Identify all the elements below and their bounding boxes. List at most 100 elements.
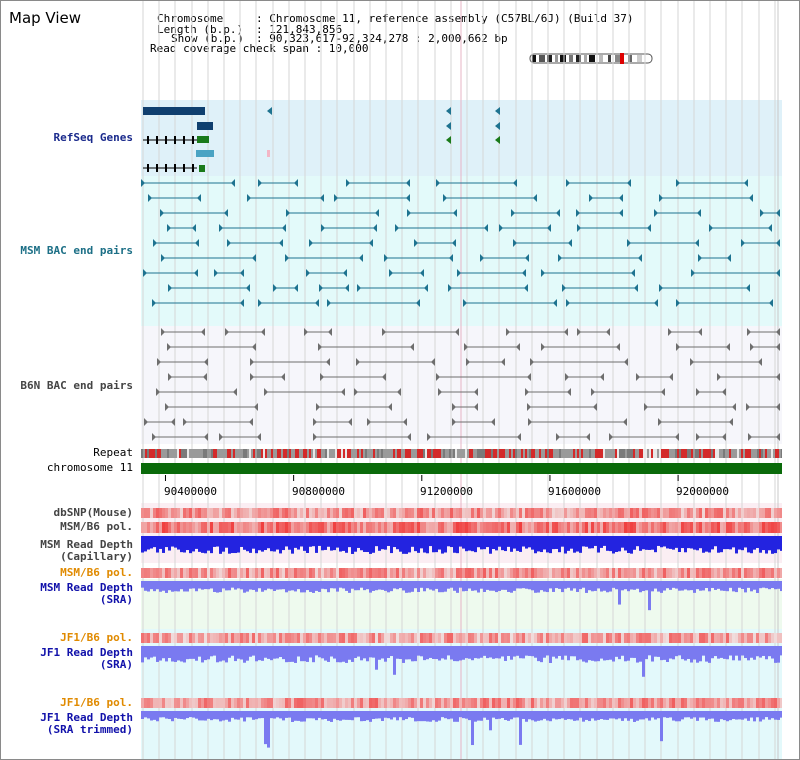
msm-depth-capillary-bar: [492, 536, 495, 549]
msm-b6-pol-heat-band: [633, 522, 636, 533]
msm-depth-sra-bar: [177, 581, 180, 592]
dbsnp-heat-band: [198, 508, 201, 518]
msm-b6-pol-heat-band: [180, 522, 183, 533]
jf1-b6-pol-label-2[interactable]: JF1/B6 pol.: [60, 696, 133, 709]
msm-b6-pol-heat-band: [333, 522, 336, 533]
msm-bac-pair-end: [654, 299, 658, 307]
msm-bac-pair-end: [522, 269, 526, 277]
jf1-depth-sra-bar: [156, 646, 159, 662]
msm-b6-pol-heat-band: [585, 522, 588, 533]
repeat-segment: [741, 449, 743, 458]
msm-b6-pol-heat-band: [285, 522, 288, 533]
jf1-b6-pol-heat-band-2: [231, 698, 234, 708]
msm-depth-sra-bar: [435, 581, 438, 589]
jf1-b6-pol-heat-band-2: [144, 698, 147, 708]
b6n-bac-pair-end: [264, 388, 268, 396]
msm-depth-capillary-label-1[interactable]: MSM Read Depth: [40, 538, 133, 551]
msm-b6-pol-heat-band: [522, 522, 525, 533]
msm-depth-capillary-bar: [417, 536, 420, 553]
jf1-depth-sra-bar: [159, 646, 162, 661]
jf1-b6-pol-heat-band-2: [750, 698, 753, 708]
msm-bac-pair-end: [148, 194, 152, 202]
b6n-bac-label[interactable]: B6N BAC end pairs: [20, 379, 133, 392]
msm-depth-capillary-bar: [756, 536, 759, 549]
repeat-segment: [449, 449, 451, 458]
repeat-segment: [777, 449, 779, 458]
msm-depth-sra-bar: [357, 581, 360, 591]
msm-b6-pol-heat-band-2: [336, 568, 339, 578]
msm-b6-pol-label[interactable]: MSM/B6 pol.: [60, 520, 133, 533]
msm-depth-capillary-bar: [543, 536, 546, 550]
jf1-b6-pol-heat-band-2: [345, 698, 348, 708]
jf1-depth-trimmed-bar: [225, 711, 228, 720]
msm-b6-pol-heat-band: [588, 522, 591, 533]
jf1-depth-trimmed-bar: [501, 711, 504, 719]
jf1-depth-sra-bar: [387, 646, 390, 658]
dbsnp-heat-band: [369, 508, 372, 518]
jf1-b6-pol-heat-band: [495, 633, 498, 643]
msm-b6-pol-heat-band: [318, 522, 321, 533]
jf1-depth-trimmed-bar: [162, 711, 165, 718]
dbsnp-heat-band: [153, 508, 156, 518]
genome-track-area[interactable]: [141, 1, 782, 759]
jf1-b6-pol-heat-band: [237, 633, 240, 643]
msm-depth-sra-bar: [489, 581, 492, 591]
msm-bac-label[interactable]: MSM BAC end pairs: [20, 244, 133, 257]
msm-depth-capillary-bar: [294, 536, 297, 548]
jf1-depth-trimmed-bar: [192, 711, 195, 718]
dbsnp-heat-band: [402, 508, 405, 518]
jf1-depth-sra-bar: [777, 646, 780, 663]
jf1-depth-sra-bar: [210, 646, 213, 657]
msm-b6-pol-heat-band-2: [420, 568, 423, 578]
dbsnp-heat-band: [630, 508, 633, 518]
jf1-b6-pol-heat-band-2: [156, 698, 159, 708]
jf1-depth-trimmed-bar: [498, 711, 501, 719]
msm-b6-pol-label-2[interactable]: MSM/B6 pol.: [60, 566, 133, 579]
msm-depth-capillary-bar: [213, 536, 216, 547]
jf1-depth-trimmed-bar: [681, 711, 684, 720]
repeat-segment: [667, 449, 669, 458]
jf1-depth-sra-bar: [213, 646, 216, 656]
jf1-depth-trimmed-bar: [543, 711, 546, 719]
jf1-b6-pol-heat-band-2: [327, 698, 330, 708]
msm-depth-capillary-bar: [405, 536, 408, 554]
jf1-depth-sra-bar: [537, 646, 540, 662]
jf1-depth-trimmed-bar: [645, 711, 648, 719]
b6n-bac-pair-end: [348, 418, 352, 426]
jf1-b6-pol-heat-band: [210, 633, 213, 643]
jf1-b6-pol-label[interactable]: JF1/B6 pol.: [60, 631, 133, 644]
jf1-depth-trimmed-bar: [276, 711, 279, 718]
jf1-b6-pol-heat-band: [390, 633, 393, 643]
msm-depth-sra-bar: [267, 581, 270, 589]
msm-b6-pol-heat-band-2: [507, 568, 510, 578]
msm-depth-capillary-bar: [150, 536, 153, 549]
jf1-b6-pol-heat-band-2: [336, 698, 339, 708]
dbsnp-heat-band: [657, 508, 660, 518]
msm-b6-pol-heat-band-2: [171, 568, 174, 578]
jf1-b6-pol-heat-band-2: [321, 698, 324, 708]
msm-depth-sra-label-1[interactable]: MSM Read Depth: [40, 581, 133, 594]
jf1-depth-trimmed-label-1[interactable]: JF1 Read Depth: [40, 711, 133, 724]
msm-b6-pol-heat-band: [480, 522, 483, 533]
refseq-genes-label[interactable]: RefSeq Genes: [53, 131, 133, 144]
msm-depth-capillary-bar: [747, 536, 750, 553]
jf1-depth-sra-label-1[interactable]: JF1 Read Depth: [40, 646, 133, 659]
msm-b6-pol-heat-band-2: [582, 568, 585, 578]
msm-b6-pol-heat-band: [354, 522, 357, 533]
msm-b6-pol-heat-band: [345, 522, 348, 533]
msm-depth-capillary-bar: [315, 536, 318, 553]
chromosome-ideogram[interactable]: [529, 53, 654, 65]
jf1-b6-pol-heat-band: [615, 633, 618, 643]
jf1-depth-trimmed-bar: [330, 711, 333, 722]
msm-b6-pol-heat-band: [762, 522, 765, 533]
chromosome-label: chromosome 11: [46, 461, 133, 474]
dbsnp-label[interactable]: dbSNP(Mouse): [53, 506, 133, 519]
msm-b6-pol-heat-band: [291, 522, 294, 533]
msm-depth-capillary-bar: [330, 536, 333, 551]
msm-depth-sra-bar: [774, 581, 777, 590]
jf1-depth-trimmed-bar: [576, 711, 579, 721]
jf1-depth-trimmed-bar: [420, 711, 423, 722]
jf1-depth-sra-bar: [507, 646, 510, 656]
jf1-b6-pol-heat-band-2: [720, 698, 723, 708]
jf1-b6-pol-heat-band: [144, 633, 147, 643]
